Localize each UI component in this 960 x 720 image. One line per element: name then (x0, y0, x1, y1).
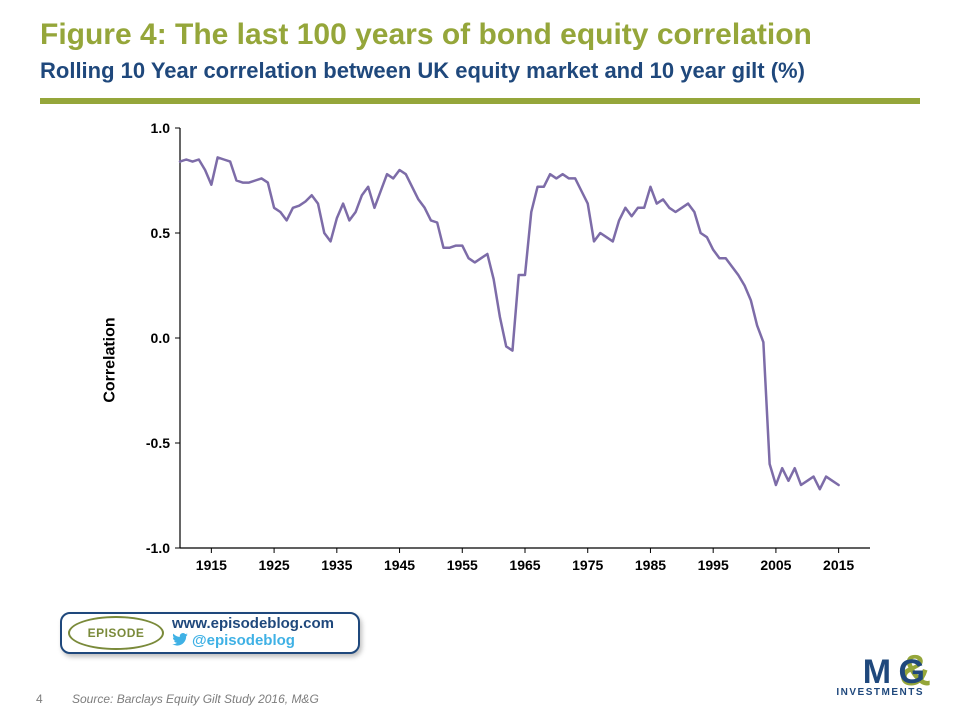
svg-text:1.0: 1.0 (151, 120, 171, 136)
chart-plot-area: -1.0 -0.5 0.0 0.5 1.0 1915 1925 1935 1945 1955 196… (60, 120, 880, 600)
svg-text:1915: 1915 (196, 557, 227, 573)
slide: Figure 4: The last 100 years of bond equ… (0, 0, 960, 720)
svg-text:1925: 1925 (259, 557, 290, 573)
svg-text:1945: 1945 (384, 557, 415, 573)
figure-title: Figure 4: The last 100 years of bond equ… (40, 18, 920, 53)
episode-blog-badge: EPISODE www.episodeblog.com @episodeblog (60, 612, 360, 654)
correlation-chart: Correlation -1.0-0.50.00.51.019151925193… (60, 120, 880, 600)
svg-text:1975: 1975 (572, 557, 603, 573)
blog-url[interactable]: www.episodeblog.com (172, 616, 334, 633)
svg-text:0.0: 0.0 (151, 330, 171, 346)
title-rule (40, 98, 920, 104)
mg-investments-logo: & M G INVESTMENTS (836, 655, 924, 698)
source-citation: Source: Barclays Equity Gilt Study 2016,… (72, 692, 319, 706)
svg-text:1965: 1965 (509, 557, 540, 573)
svg-text:2015: 2015 (823, 557, 854, 573)
blog-text: www.episodeblog.com @episodeblog (172, 616, 334, 650)
twitter-icon (172, 633, 188, 651)
logo-mg: M G (863, 653, 924, 691)
figure-subtitle: Rolling 10 Year correlation between UK e… (40, 58, 920, 84)
svg-text:-0.5: -0.5 (146, 435, 170, 451)
blog-handle-text: @episodeblog (192, 633, 295, 650)
svg-text:-1.0: -1.0 (146, 540, 170, 556)
svg-text:2005: 2005 (760, 557, 791, 573)
svg-text:1955: 1955 (447, 557, 478, 573)
svg-text:0.5: 0.5 (151, 225, 171, 241)
page-number: 4 (36, 692, 43, 706)
svg-text:1985: 1985 (635, 557, 666, 573)
blog-handle[interactable]: @episodeblog (172, 633, 334, 651)
svg-text:1995: 1995 (698, 557, 729, 573)
svg-text:1935: 1935 (321, 557, 352, 573)
episode-logo: EPISODE (68, 616, 164, 650)
